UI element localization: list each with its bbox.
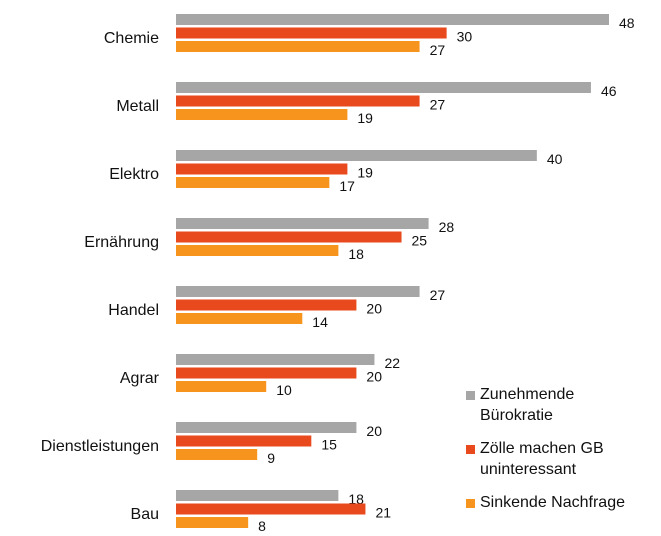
bar [176, 299, 357, 311]
bar [176, 231, 402, 243]
category-label: Handel [108, 302, 159, 319]
bar [176, 381, 267, 392]
category-label: Ernährung [84, 234, 159, 251]
value-label: 15 [321, 437, 337, 453]
value-label: 10 [276, 382, 292, 398]
bar [176, 503, 366, 515]
legend-item: Zunehmende Bürokratie [466, 384, 661, 426]
bar [176, 367, 357, 379]
category-label: Metall [116, 98, 159, 115]
value-label: 18 [348, 246, 364, 262]
value-label: 27 [430, 42, 446, 58]
bar [176, 313, 303, 324]
legend-swatch [466, 445, 475, 454]
value-label: 22 [384, 355, 400, 371]
category-label: Agrar [120, 370, 160, 387]
legend-label: Sinkende Nachfrage [480, 494, 625, 511]
value-label: 19 [357, 110, 373, 126]
value-label: 18 [348, 491, 364, 507]
category-label: Elektro [109, 166, 159, 183]
value-label: 9 [267, 450, 275, 466]
category-label: Chemie [104, 30, 159, 47]
bar [176, 177, 330, 188]
value-label: 46 [601, 83, 617, 99]
legend-label: Zölle machen GB uninteressant [480, 440, 604, 478]
value-label: 21 [375, 505, 391, 521]
bar [176, 435, 312, 447]
bar [176, 163, 348, 175]
value-label: 20 [366, 301, 382, 317]
bar [176, 95, 420, 107]
bar [176, 218, 429, 229]
value-label: 20 [366, 423, 382, 439]
legend-swatch [466, 391, 475, 400]
bar [176, 41, 420, 52]
bar [176, 245, 339, 256]
value-label: 20 [366, 369, 382, 385]
value-label: 8 [258, 518, 266, 534]
bar [176, 286, 420, 297]
bar [176, 150, 537, 161]
value-label: 19 [357, 165, 373, 181]
value-label: 40 [547, 151, 563, 167]
value-label: 17 [339, 178, 355, 194]
value-label: 27 [430, 97, 446, 113]
bar [176, 422, 357, 433]
legend-swatch [466, 499, 475, 508]
category-label: Bau [131, 506, 159, 523]
bar [176, 449, 258, 460]
bar [176, 517, 249, 528]
value-label: 48 [619, 15, 635, 31]
value-label: 30 [457, 29, 473, 45]
category-label: Dienstleistungen [41, 438, 159, 455]
value-label: 27 [430, 287, 446, 303]
value-label: 25 [412, 233, 428, 249]
legend-item: Sinkende Nachfrage [466, 492, 661, 513]
legend: Zunehmende Bürokratie Zölle machen GB uni… [466, 384, 661, 525]
bar [176, 490, 339, 501]
bar [176, 82, 591, 93]
value-label: 28 [439, 219, 455, 235]
legend-item: Zölle machen GB uninteressant [466, 438, 661, 480]
value-label: 14 [312, 314, 328, 330]
legend-label: Zunehmende Bürokratie [480, 386, 575, 424]
bar [176, 109, 348, 120]
bar [176, 14, 609, 25]
bar [176, 27, 447, 39]
bar [176, 354, 375, 365]
